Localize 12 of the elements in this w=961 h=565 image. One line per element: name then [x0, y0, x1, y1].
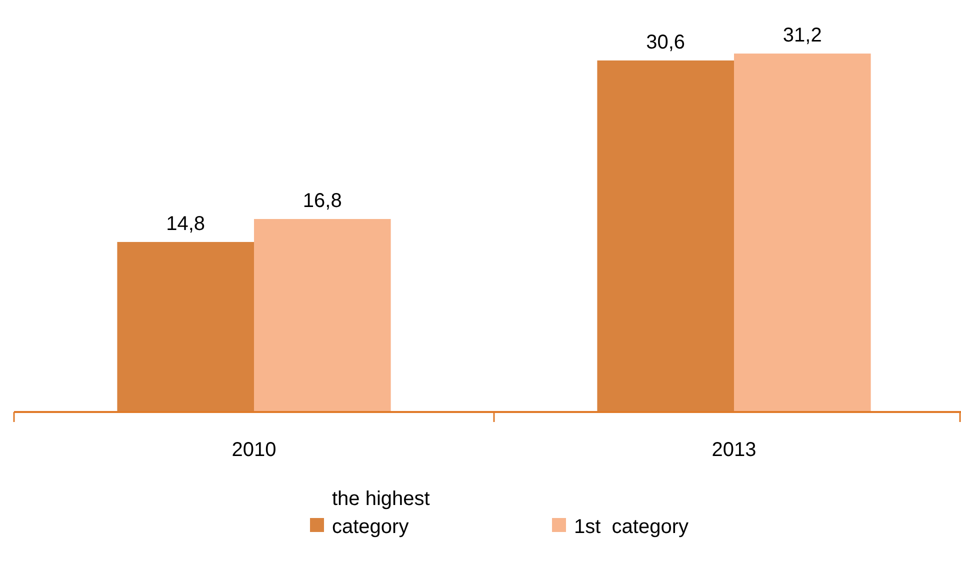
- bar: [597, 60, 734, 412]
- data-label: 14,8: [166, 212, 206, 235]
- bar: [254, 218, 391, 412]
- x-tick-label: 2013: [712, 439, 756, 461]
- bar: [734, 54, 871, 412]
- data-label: 31,2: [782, 24, 822, 47]
- legend-label: 1st category: [574, 516, 689, 538]
- x-tick-label: 2010: [232, 439, 276, 461]
- legend-label: the highest category: [332, 488, 430, 538]
- bar: [117, 242, 254, 412]
- data-label: 16,8: [302, 190, 342, 212]
- data-label: 30,6: [646, 31, 686, 54]
